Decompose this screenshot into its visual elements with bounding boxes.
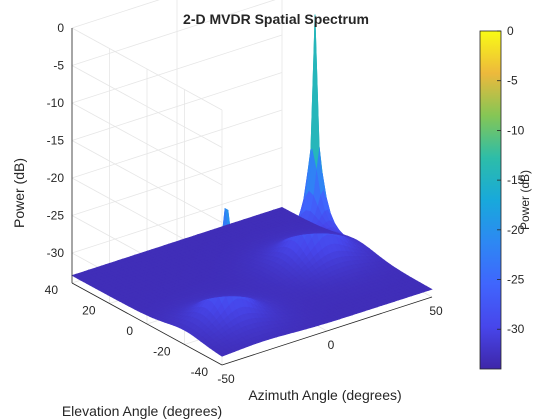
grid-line-z-left xyxy=(71,102,223,186)
grid-line-z-back xyxy=(71,184,283,254)
colorbar: 0 -5 -10 -15 -20 -25 -30 Power (dB) xyxy=(479,24,532,370)
y-axis-label: Elevation Angle (degrees) xyxy=(62,403,222,419)
x-tick-label: -50 xyxy=(217,372,235,386)
grid-line-z-back xyxy=(71,72,283,141)
y-axis-line xyxy=(71,282,223,366)
y-tick-label: -20 xyxy=(153,345,171,359)
colorbar-gradient xyxy=(479,30,502,370)
colorbar-tick-label: -15 xyxy=(507,173,525,187)
grid-line-z-back xyxy=(71,0,160,29)
colorbar-tick-label: -25 xyxy=(507,273,525,287)
x-tick-label: 0 xyxy=(328,338,335,352)
z-axis-label: Power (dB) xyxy=(11,158,27,228)
colorbar-tick-label: -10 xyxy=(507,123,525,137)
z-tick-label: 0 xyxy=(57,21,64,35)
y-tick-label: 20 xyxy=(82,304,96,318)
x-axis-line xyxy=(221,296,433,366)
y-tick-label: -40 xyxy=(191,365,209,379)
colorbar-tick-label: -30 xyxy=(507,322,525,336)
z-tick-label: -10 xyxy=(47,96,65,110)
axis-ticks: -50 0 50 -40 -20 0 20 40 0 -5 -10 -15 -20 -25 -30 xyxy=(45,21,443,386)
y-tick-label: 0 xyxy=(126,324,133,338)
axis-lines xyxy=(71,28,433,366)
x-tick-label: 50 xyxy=(429,304,443,318)
colorbar-tick-label: -5 xyxy=(507,74,518,88)
chart-title: 2-D MVDR Spatial Spectrum xyxy=(183,11,369,27)
grid-line-z-left xyxy=(71,140,223,223)
colorbar-ticks: 0 -5 -10 -15 -20 -25 -30 xyxy=(497,24,525,336)
grid-line-z-back xyxy=(71,0,276,66)
z-tick-label: -20 xyxy=(47,171,65,185)
surface-plot xyxy=(71,14,433,357)
grid-line-z-back xyxy=(71,147,283,216)
z-tick-label: -30 xyxy=(47,246,65,260)
z-tick-label: -15 xyxy=(47,134,65,148)
z-tick-label: -5 xyxy=(53,59,64,73)
axes-3d: -50 0 50 -40 -20 0 20 40 0 -5 -10 -15 -20 -25 -30 xyxy=(45,0,443,386)
colorbar-tick-label: 0 xyxy=(507,24,514,38)
grid-line-z-left xyxy=(71,27,223,111)
colorbar-tick-label: -20 xyxy=(507,223,525,237)
grid-line-z-left xyxy=(71,65,223,148)
colorbar-label: Power (dB) xyxy=(518,170,532,230)
x-axis-label: Azimuth Angle (degrees) xyxy=(248,387,401,403)
y-tick-label: 40 xyxy=(45,283,59,297)
z-tick-label: -25 xyxy=(47,209,65,223)
grid-line-z-back xyxy=(71,34,283,104)
surface-patch xyxy=(71,273,80,278)
grid-line-z-back xyxy=(71,109,283,179)
